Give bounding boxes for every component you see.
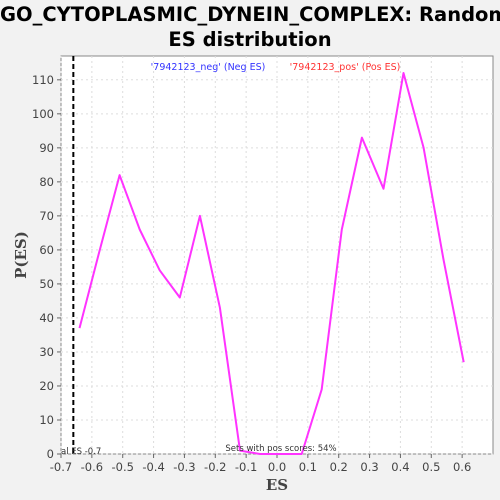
grid-lines xyxy=(60,56,493,455)
plot-area xyxy=(60,55,494,455)
y-tick-label: 70 xyxy=(39,209,54,223)
x-axis-title: ES xyxy=(266,476,288,494)
legend-entry-neg: '7942123_neg' (Neg ES) xyxy=(151,62,266,73)
legend: '7942123_neg' (Neg ES) '7942123_pos' (Po… xyxy=(151,62,401,73)
axes: -0.7 -0.6 -0.5 -0.4 -0.3 -0.2 -0.1 0.0 0.1 0.2 0.3… xyxy=(32,73,471,474)
y-tick-label: 20 xyxy=(39,379,54,393)
y-tick-label: 80 xyxy=(39,175,54,189)
x-tick-label: 0.5 xyxy=(422,460,440,474)
x-tick-label: 0.6 xyxy=(453,460,471,474)
chart-title: GO_CYTOPLASMIC_DYNEIN_COMPLEX: Random ES… xyxy=(0,2,500,52)
x-tick-label: 0.2 xyxy=(330,460,348,474)
x-tick-label: -0.7 xyxy=(50,460,72,474)
legend-entry-pos: '7942123_pos' (Pos ES) xyxy=(290,62,401,73)
y-tick-label: 40 xyxy=(39,311,54,325)
y-axis-title: P(ES) xyxy=(12,231,30,279)
x-tick-label: -0.6 xyxy=(81,460,103,474)
y-tick-label: 0 xyxy=(47,447,54,461)
x-tick-label: 0.3 xyxy=(360,460,378,474)
y-tick-label: 50 xyxy=(39,277,54,291)
x-tick-label: 0.0 xyxy=(268,460,286,474)
series-line-distribution xyxy=(78,72,465,455)
chart-title-line-2: ES distribution xyxy=(168,28,332,51)
y-tick-label: 60 xyxy=(39,243,54,257)
y-tick-label: 100 xyxy=(32,107,54,121)
x-tick-label: -0.4 xyxy=(142,460,164,474)
annotation-pos-scores: Sets with pos scores: 54% xyxy=(225,444,336,454)
x-tick-label: -0.2 xyxy=(204,460,226,474)
y-tick-label: 30 xyxy=(39,345,54,359)
chart-title-line-1: GO_CYTOPLASMIC_DYNEIN_COMPLEX: Random xyxy=(0,3,500,26)
x-tick-label: 0.4 xyxy=(391,460,409,474)
x-tick-label: -0.1 xyxy=(235,460,257,474)
y-tick-label: 90 xyxy=(39,141,54,155)
x-tick-label: -0.5 xyxy=(111,460,133,474)
annotation-es-label: al ES -0.7 xyxy=(61,447,101,457)
x-tick-label: -0.3 xyxy=(173,460,195,474)
x-tick-label: 0.1 xyxy=(299,460,317,474)
y-tick-label: 10 xyxy=(39,413,54,427)
y-tick-label: 110 xyxy=(32,73,54,87)
